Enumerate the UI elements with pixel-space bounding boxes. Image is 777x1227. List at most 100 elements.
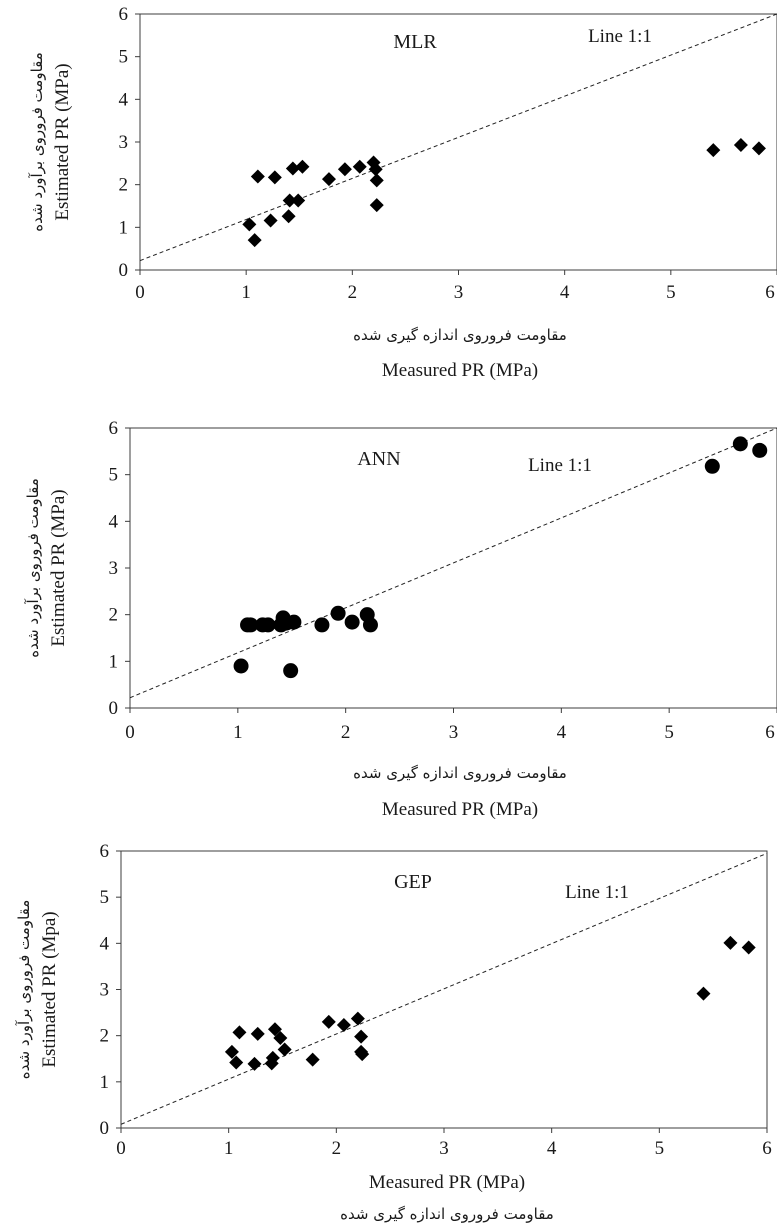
x-tick-label: 1 (233, 722, 243, 743)
data-point (285, 161, 300, 176)
y-axis-label-fa: مقاومت فروروی برآورد شده (28, 52, 46, 232)
data-point (260, 617, 276, 633)
x-tick-label: 2 (332, 1138, 342, 1159)
data-point (267, 1022, 282, 1037)
data-point (277, 1042, 292, 1057)
y-axis-label-fa: مقاومت فروروی برآورد شده (24, 478, 42, 658)
line-annotation: Line 1:1 (588, 26, 652, 47)
data-point (723, 935, 738, 950)
data-point (273, 1030, 288, 1045)
data-point (321, 172, 336, 187)
x-tick-label: 4 (547, 1138, 557, 1159)
data-point (263, 213, 278, 228)
data-point (752, 442, 768, 458)
x-tick-label: 3 (454, 282, 464, 303)
data-point (267, 170, 282, 185)
y-tick-label: 2 (100, 1026, 110, 1047)
x-axis-label-en: Measured PR (MPa) (382, 360, 538, 381)
y-tick-label: 6 (119, 4, 129, 25)
y-tick-label: 5 (119, 47, 129, 68)
plot-area-frame (129, 427, 777, 709)
line-annotation: Line 1:1 (565, 882, 629, 903)
data-point (229, 1055, 244, 1070)
x-tick-label: 4 (557, 722, 567, 743)
y-tick-label: 6 (100, 841, 110, 862)
y-tick-label: 0 (100, 1118, 110, 1139)
data-point (337, 162, 352, 177)
data-point (250, 1026, 265, 1041)
data-point (355, 1047, 370, 1062)
x-axis-label-en: Measured PR (MPa) (382, 799, 538, 820)
data-point (305, 1052, 320, 1067)
x-axis-label-en: Measured PR (MPa) (369, 1172, 525, 1193)
data-point (704, 458, 720, 474)
data-point (265, 1050, 280, 1065)
data-point (250, 169, 265, 184)
y-tick-label: 2 (109, 605, 119, 626)
x-tick-label: 6 (765, 722, 775, 743)
data-point (352, 159, 367, 174)
data-point (281, 209, 296, 224)
y-tick-label: 1 (100, 1072, 110, 1093)
data-point (733, 137, 748, 152)
data-point (283, 663, 299, 679)
x-tick-label: 6 (765, 282, 775, 303)
data-point (362, 617, 378, 633)
x-tick-label: 0 (135, 282, 145, 303)
y-tick-label: 3 (109, 558, 119, 579)
data-point (247, 1056, 262, 1071)
x-tick-label: 2 (341, 722, 351, 743)
data-point (344, 614, 360, 630)
data-point (732, 436, 748, 452)
data-point (224, 1044, 239, 1059)
data-point (751, 141, 766, 156)
data-point (741, 940, 756, 955)
x-tick-label: 0 (125, 722, 135, 743)
data-point (242, 217, 257, 232)
data-point (350, 1011, 365, 1026)
data-point (330, 605, 346, 621)
x-tick-label: 5 (666, 282, 676, 303)
x-axis-label-fa: مقاومت فروروی اندازه گیری شده (340, 1205, 554, 1223)
y-axis-label-fa: مقاومت فروروی برآورد شده (15, 900, 33, 1080)
y-tick-label: 0 (119, 260, 129, 281)
data-point (369, 173, 384, 188)
y-axis-label-en: Estimated PR (Mpa) (39, 911, 60, 1067)
data-point (282, 193, 297, 208)
panel-title: ANN (357, 448, 400, 470)
x-tick-label: 4 (560, 282, 570, 303)
y-tick-label: 5 (109, 465, 119, 486)
y-tick-label: 2 (119, 175, 129, 196)
y-tick-label: 3 (100, 980, 110, 1001)
data-point (314, 617, 330, 633)
x-tick-label: 3 (449, 722, 459, 743)
x-tick-label: 2 (348, 282, 358, 303)
chart-panel-ann: 00 1 1 2 2 3 3 4 4 5 5 6 6 ANN Line 1:1 مقاومت فروروی ا… (24, 418, 777, 820)
data-point (243, 617, 259, 633)
data-point (368, 162, 383, 177)
y-tick-label: 1 (119, 217, 129, 238)
y-tick-label: 6 (109, 418, 119, 439)
x-tick-label: 0 (116, 1138, 126, 1159)
data-point (232, 1025, 247, 1040)
data-point (247, 233, 262, 248)
y-tick-label: 4 (109, 511, 119, 532)
y-tick-label: 5 (100, 887, 110, 908)
data-point (336, 1018, 351, 1033)
x-tick-label: 6 (762, 1138, 772, 1159)
x-tick-label: 5 (655, 1138, 665, 1159)
x-axis-label-fa: مقاومت فروروی اندازه گیری شده (353, 764, 567, 782)
plot-area-frame (139, 13, 777, 271)
line-annotation: Line 1:1 (528, 455, 592, 476)
y-tick-label: 1 (109, 651, 119, 672)
reference-line-1-1 (130, 427, 777, 699)
data-point (696, 986, 711, 1001)
data-point (706, 143, 721, 158)
x-tick-label: 5 (664, 722, 674, 743)
x-tick-label: 1 (241, 282, 251, 303)
y-tick-label: 4 (100, 933, 110, 954)
y-axis-label-en: Estimated PR (MPa) (48, 489, 69, 646)
y-axis-label-en: Estimated PR (MPa) (52, 63, 73, 220)
x-axis-label-fa: مقاومت فروروی اندازه گیری شده (353, 326, 567, 344)
